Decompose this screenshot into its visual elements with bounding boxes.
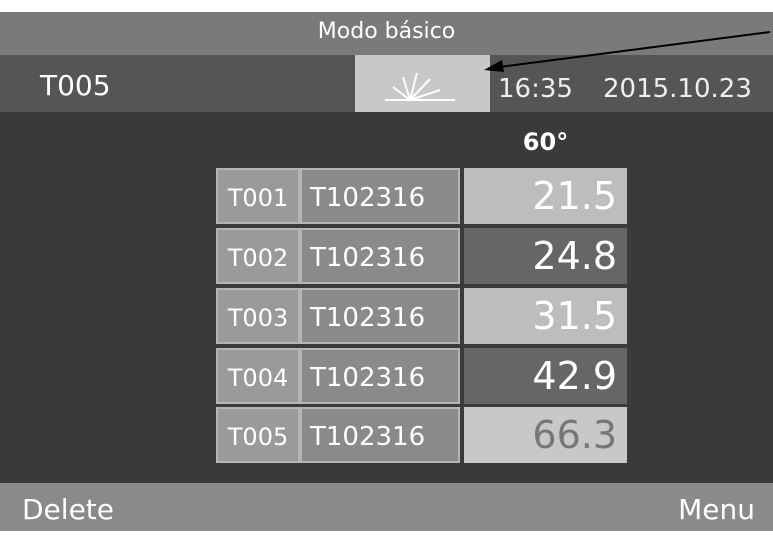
menu-key[interactable]: Menu [678, 493, 755, 526]
gloss-value: 21.5 [464, 168, 627, 224]
soft-key-bar [0, 483, 773, 531]
batch-id: T102316 [300, 407, 460, 463]
gloss-value: 24.8 [464, 228, 627, 284]
batch-id: T102316 [300, 168, 460, 224]
angle-header: 60° [522, 128, 569, 156]
icon-graphic [385, 72, 455, 101]
batch-id: T102316 [300, 348, 460, 404]
row-id: T004 [216, 348, 300, 404]
row-id: T005 [216, 407, 300, 463]
gloss-value: 42.9 [464, 348, 627, 404]
gloss-icon [355, 55, 490, 112]
gloss-value: 66.3 [464, 407, 627, 463]
annotation-arrow [484, 31, 771, 72]
delete-key[interactable]: Delete [22, 493, 114, 526]
time: 16:35 [498, 74, 573, 104]
row-id: T003 [216, 288, 300, 344]
gloss-value: 31.5 [464, 288, 627, 344]
date: 2015.10.23 [603, 74, 752, 104]
title-bar: Modo básico [0, 12, 773, 55]
row-id: T001 [216, 168, 300, 224]
row-id: T002 [216, 228, 300, 284]
batch-id: T102316 [300, 288, 460, 344]
batch-id: T102316 [300, 228, 460, 284]
file-name: T005 [40, 69, 111, 102]
